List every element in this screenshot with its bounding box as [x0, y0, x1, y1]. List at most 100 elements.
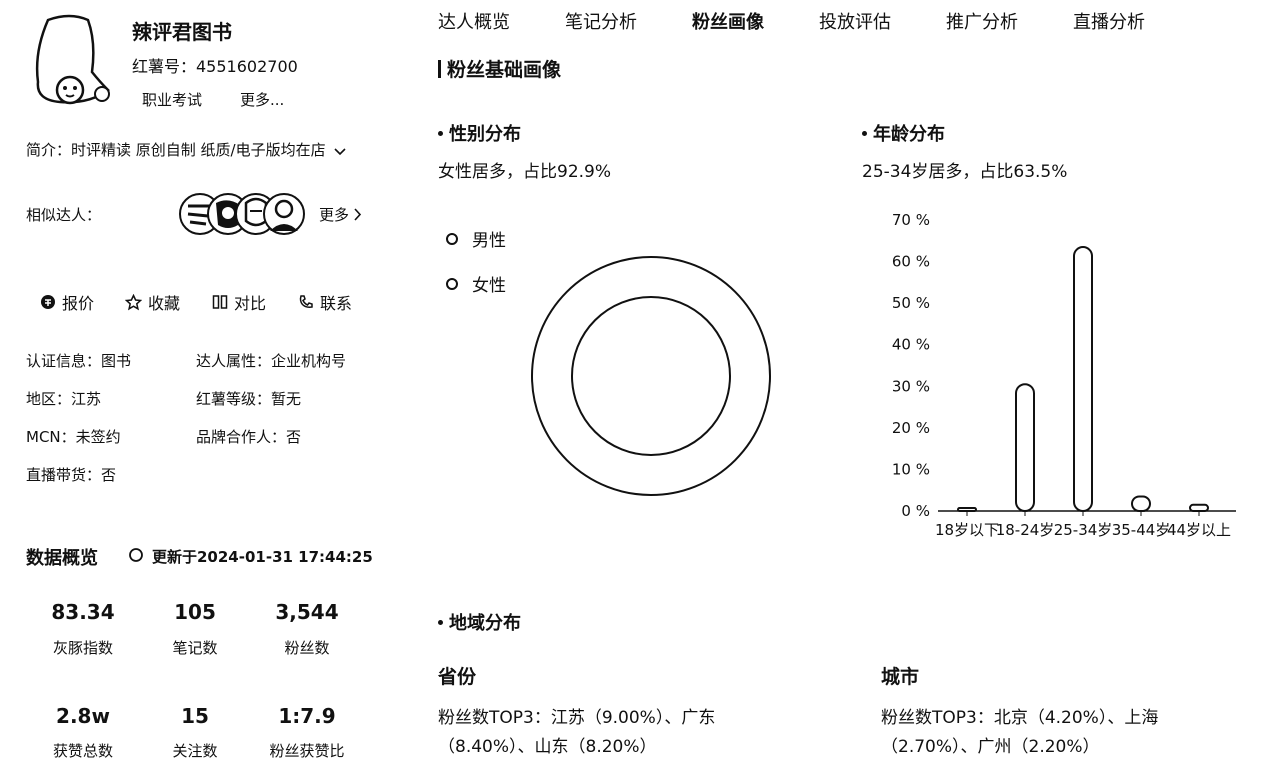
- tag-more[interactable]: 更多...: [240, 91, 285, 109]
- y-tick-label: 50 %: [892, 294, 930, 312]
- profile-name: 辣评君图书: [132, 20, 232, 44]
- favorite-button[interactable]: 收藏: [125, 290, 180, 314]
- age-bar[interactable]: [1073, 246, 1093, 513]
- compare-label: 对比: [234, 294, 267, 313]
- gender-desc: 女性居多，占比92.9%: [438, 162, 612, 182]
- overview-updated[interactable]: 更新于2024-01-31 17:44:25: [128, 546, 373, 567]
- chevron-right-icon: [354, 207, 362, 225]
- info-attr: 达人属性：企业机构号: [196, 352, 347, 370]
- age-bar-chart[interactable]: 0 % 10 % 20 % 30 % 40 % 50 % 60 % 70 % 18岁以下 18-2…: [880, 205, 1260, 549]
- contact-label: 联系: [320, 294, 353, 313]
- stat-label-ratio: 粉丝获赞比: [269, 742, 345, 760]
- tab-promotion[interactable]: 推广分析: [946, 12, 1018, 33]
- info-partner: 品牌合作人：否: [196, 428, 302, 446]
- age-title-text: 年龄分布: [873, 124, 945, 145]
- tab-delivery[interactable]: 投放评估: [819, 12, 891, 33]
- age-bar[interactable]: [1189, 503, 1209, 512]
- x-tick-label: 18-24岁: [996, 521, 1055, 539]
- stat-value-fans: 3,544: [275, 600, 339, 624]
- y-tick-label: 60 %: [892, 253, 930, 271]
- similar-more-label: 更多: [319, 206, 350, 224]
- info-mcn: MCN：未签约: [26, 428, 121, 446]
- y-tick-label: 0 %: [901, 502, 930, 520]
- info-level: 红薯等级：暂无: [196, 390, 302, 408]
- bullet-dot: [862, 130, 867, 136]
- stat-label-follows: 关注数: [172, 742, 218, 760]
- y-tick-label: 20 %: [892, 419, 930, 437]
- stat-value-notes: 105: [174, 600, 216, 624]
- region-title-text: 地域分布: [449, 613, 521, 634]
- title-bar: [438, 59, 441, 78]
- profile-intro[interactable]: 简介：时评精读 原创自制 纸质/电子版均在店: [26, 139, 346, 160]
- quote-label: 报价: [62, 294, 95, 313]
- main-title-text: 粉丝基础画像: [447, 59, 562, 81]
- contact-button[interactable]: 联系: [298, 290, 352, 314]
- age-bar[interactable]: [1131, 495, 1151, 513]
- stat-value-index: 83.34: [51, 600, 115, 624]
- donut-inner-ring: [571, 296, 731, 456]
- legend-male[interactable]: 男性: [446, 226, 506, 251]
- x-tick-label: 35-44岁: [1112, 521, 1171, 539]
- y-tick-label: 70 %: [892, 211, 930, 229]
- phone-icon: [298, 294, 314, 310]
- red-id: 红薯号：4551602700: [132, 57, 298, 76]
- main-title: 粉丝基础画像: [438, 55, 561, 82]
- stat-value-follows: 15: [181, 704, 209, 728]
- similar-avatar-4[interactable]: [263, 193, 305, 235]
- quote-icon: [40, 294, 56, 310]
- compare-icon: [212, 294, 228, 310]
- intro-text: 简介：时评精读 原创自制 纸质/电子版均在店: [26, 141, 326, 159]
- province-heading: 省份: [438, 666, 477, 688]
- overview-title: 数据概览: [26, 548, 98, 569]
- legend-female[interactable]: 女性: [446, 271, 506, 296]
- x-tick-label: 18岁以下: [935, 521, 999, 539]
- info-cert: 认证信息：图书: [26, 352, 132, 370]
- tab-fans[interactable]: 粉丝画像: [692, 12, 764, 33]
- legend-male-marker: [446, 232, 458, 245]
- stat-value-ratio: 1:7.9: [278, 704, 336, 728]
- tab-overview[interactable]: 达人概览: [438, 12, 510, 33]
- stat-label-likes: 获赞总数: [52, 742, 113, 760]
- legend-female-marker: [446, 277, 458, 290]
- tag-career[interactable]: 职业考试: [142, 91, 203, 109]
- city-heading: 城市: [881, 666, 920, 688]
- age-title: 年龄分布: [862, 120, 945, 146]
- age-bar[interactable]: [957, 507, 977, 512]
- gender-title-text: 性别分布: [449, 124, 521, 145]
- bullet-dot: [438, 619, 443, 625]
- y-tick-label: 40 %: [892, 336, 930, 354]
- y-tick-label: 30 %: [892, 377, 930, 395]
- x-tick-label: 25-34岁: [1054, 521, 1113, 539]
- compare-button[interactable]: 对比: [212, 290, 266, 314]
- stat-label-fans: 粉丝数: [284, 639, 330, 657]
- chevron-down-icon[interactable]: [334, 142, 346, 160]
- age-bar[interactable]: [1015, 383, 1035, 512]
- star-icon: [125, 293, 142, 311]
- tab-notes[interactable]: 笔记分析: [565, 12, 637, 33]
- stat-label-index: 灰豚指数: [52, 639, 113, 657]
- legend-female-label: 女性: [472, 276, 506, 296]
- info-region: 地区：江苏: [26, 390, 102, 408]
- avatar-illustration: [35, 14, 110, 105]
- similar-avatars[interactable]: [178, 191, 308, 237]
- age-desc: 25-34岁居多，占比63.5%: [862, 162, 1068, 182]
- stat-value-likes: 2.8w: [56, 704, 110, 728]
- avatar[interactable]: [30, 12, 120, 107]
- favorite-label: 收藏: [148, 294, 181, 313]
- refresh-icon[interactable]: [128, 547, 144, 567]
- gender-title: 性别分布: [438, 120, 521, 146]
- city-top3: 粉丝数TOP3：北京（4.20%）、上海（2.70%）、广州（2.20%）: [881, 708, 1159, 757]
- legend-male-label: 男性: [472, 231, 506, 251]
- gender-donut-chart[interactable]: [530, 255, 772, 501]
- province-top3: 粉丝数TOP3：江苏（9.00%）、广东（8.40%）、山东（8.20%）: [438, 708, 716, 757]
- similar-more-link[interactable]: 更多: [319, 204, 362, 225]
- region-title: 地域分布: [438, 609, 521, 635]
- bullet-dot: [438, 130, 443, 136]
- quote-button[interactable]: 报价: [40, 290, 94, 314]
- x-tick-label: 44岁以上: [1167, 521, 1231, 539]
- y-tick-label: 10 %: [892, 460, 930, 478]
- tab-live[interactable]: 直播分析: [1073, 12, 1145, 33]
- stat-label-notes: 笔记数: [172, 639, 218, 657]
- info-live: 直播带货：否: [26, 466, 117, 484]
- similar-label: 相似达人：: [26, 206, 102, 224]
